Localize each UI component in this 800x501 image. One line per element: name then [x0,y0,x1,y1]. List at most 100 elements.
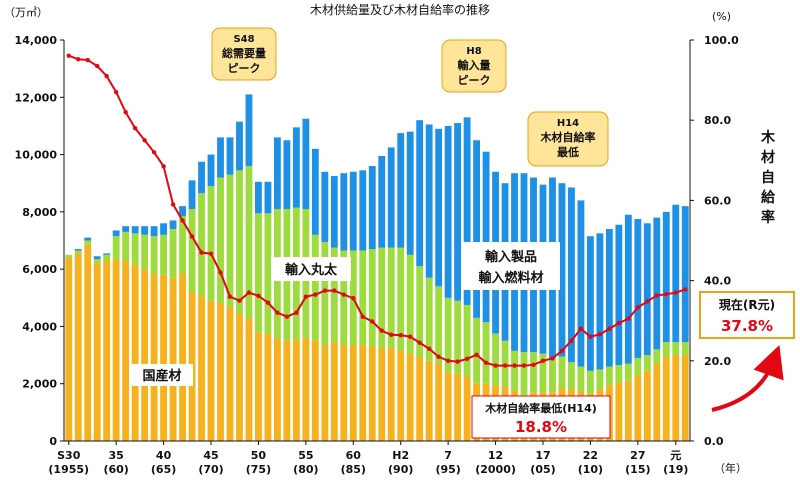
bar-domestic-5 [112,259,120,441]
bar-imported-logs-26 [311,234,319,341]
bar-imported-logs-41 [454,300,462,374]
self-sufficiency-point [351,296,356,301]
x-tick-label-year: (60) [103,463,128,476]
x-tick-label-year: (85) [341,463,366,476]
x-tick-label-era: 55 [298,449,313,462]
annotation-h14: H14 木材自給率 最低 [527,111,609,167]
bar-imported-products-43 [473,140,481,318]
bar-imported-products-3 [93,256,101,260]
bar-imported-logs-64 [672,342,680,356]
bar-imported-products-28 [330,176,338,248]
bar-imported-products-6 [122,226,130,232]
self-sufficiency-point [540,358,546,363]
bar-imported-logs-45 [492,333,499,386]
self-sufficiency-point [370,319,375,324]
bar-domestic-64 [672,355,680,441]
bar-domestic-8 [141,269,149,441]
bar-imported-logs-55 [586,370,594,394]
self-sufficiency-point [445,358,451,363]
self-sufficiency-point [436,354,441,359]
bar-imported-products-57 [605,229,613,367]
bar-domestic-32 [368,346,376,441]
bar-imported-logs-57 [605,366,613,386]
bar-imported-logs-8 [141,234,149,270]
bar-domestic-33 [378,347,386,441]
bar-domestic-12 [179,273,186,441]
bar-domestic-39 [435,363,443,441]
bar-imported-logs-4 [103,254,111,261]
self-sufficiency-point [189,234,195,239]
imported-products-region-label: 輸入製品 [485,249,537,265]
bar-imported-products-2 [84,237,92,241]
bar-domestic-65 [681,355,689,441]
bar-domestic-14 [198,296,205,441]
bar-imported-products-23 [283,140,291,209]
bar-imported-products-9 [150,226,158,237]
x-tick-label-year: (05) [530,463,555,476]
bar-imported-products-4 [103,253,111,255]
self-sufficiency-point [673,290,678,295]
bar-imported-products-20 [255,181,262,214]
self-sufficiency-line-group [66,53,688,368]
bar-imported-products-63 [662,211,670,343]
self-sufficiency-point [151,150,157,155]
self-sufficiency-point [607,326,612,331]
self-sufficiency-point [256,293,261,299]
self-sufficiency-point [408,334,413,339]
x-tick-label-era: 60 [346,449,362,462]
x-tick-label-era: 元 [670,449,681,462]
bar-domestic-36 [406,353,414,441]
bar-imported-products-37 [416,120,424,267]
self-sufficiency-point [332,288,337,293]
x-tick-label-year: (90) [388,463,413,476]
bar-domestic-28 [330,342,338,441]
annotation-h14-line2: 木材自給率 [540,130,596,144]
bar-imported-products-44 [482,151,490,323]
annotation-h8-line2: 輸入量 [458,58,491,72]
bar-imported-products-42 [463,117,471,305]
bar-imported-products-14 [198,161,205,194]
bar-imported-products-25 [302,118,310,209]
self-sufficiency-point [616,320,622,326]
bar-imported-products-58 [615,224,623,366]
min-rate-value: 18.8% [515,418,567,436]
x-tick-label-era: 12 [488,449,503,462]
bar-imported-logs-18 [236,170,243,314]
annotation-h8: H8 輸入量 ピーク [441,39,507,93]
y-tick-label: 12,000 [15,91,58,104]
bar-imported-logs-59 [624,363,632,381]
bar-imported-products-33 [378,156,386,248]
bar-domestic-0 [65,257,73,441]
self-sufficiency-point [597,332,603,337]
self-sufficiency-point [132,126,138,131]
self-sufficiency-point [161,164,166,169]
self-sufficiency-point [303,294,309,299]
bar-imported-products-15 [207,154,215,187]
self-sufficiency-point [645,299,650,304]
bar-imported-products-38 [425,124,433,278]
self-sufficiency-point [512,363,517,368]
self-sufficiency-point [550,356,555,361]
annotation-h8-line3: ピーク [458,74,491,87]
self-sufficiency-point [199,250,204,255]
imported-fuel-region-label: 輸入燃料材 [478,270,543,286]
bar-imported-logs-28 [330,247,338,343]
self-sufficiency-point [275,310,280,315]
bar-domestic-63 [662,356,670,441]
bar-imported-logs-31 [359,250,367,346]
bar-imported-products-12 [179,206,186,217]
bar-imported-products-64 [672,204,680,343]
self-sufficiency-point [531,362,536,368]
bar-domestic-16 [217,303,224,441]
self-sufficiency-point [76,57,81,62]
bar-imported-logs-11 [169,229,177,278]
bar-imported-logs-27 [321,241,329,346]
self-sufficiency-point [218,270,223,275]
self-sufficiency-point [294,310,299,315]
y2-tick-label: 80.0 [704,114,731,127]
current-rate-label: 現在(R元) [719,297,775,312]
bar-imported-logs-21 [264,213,272,334]
bar-imported-products-11 [169,220,177,230]
